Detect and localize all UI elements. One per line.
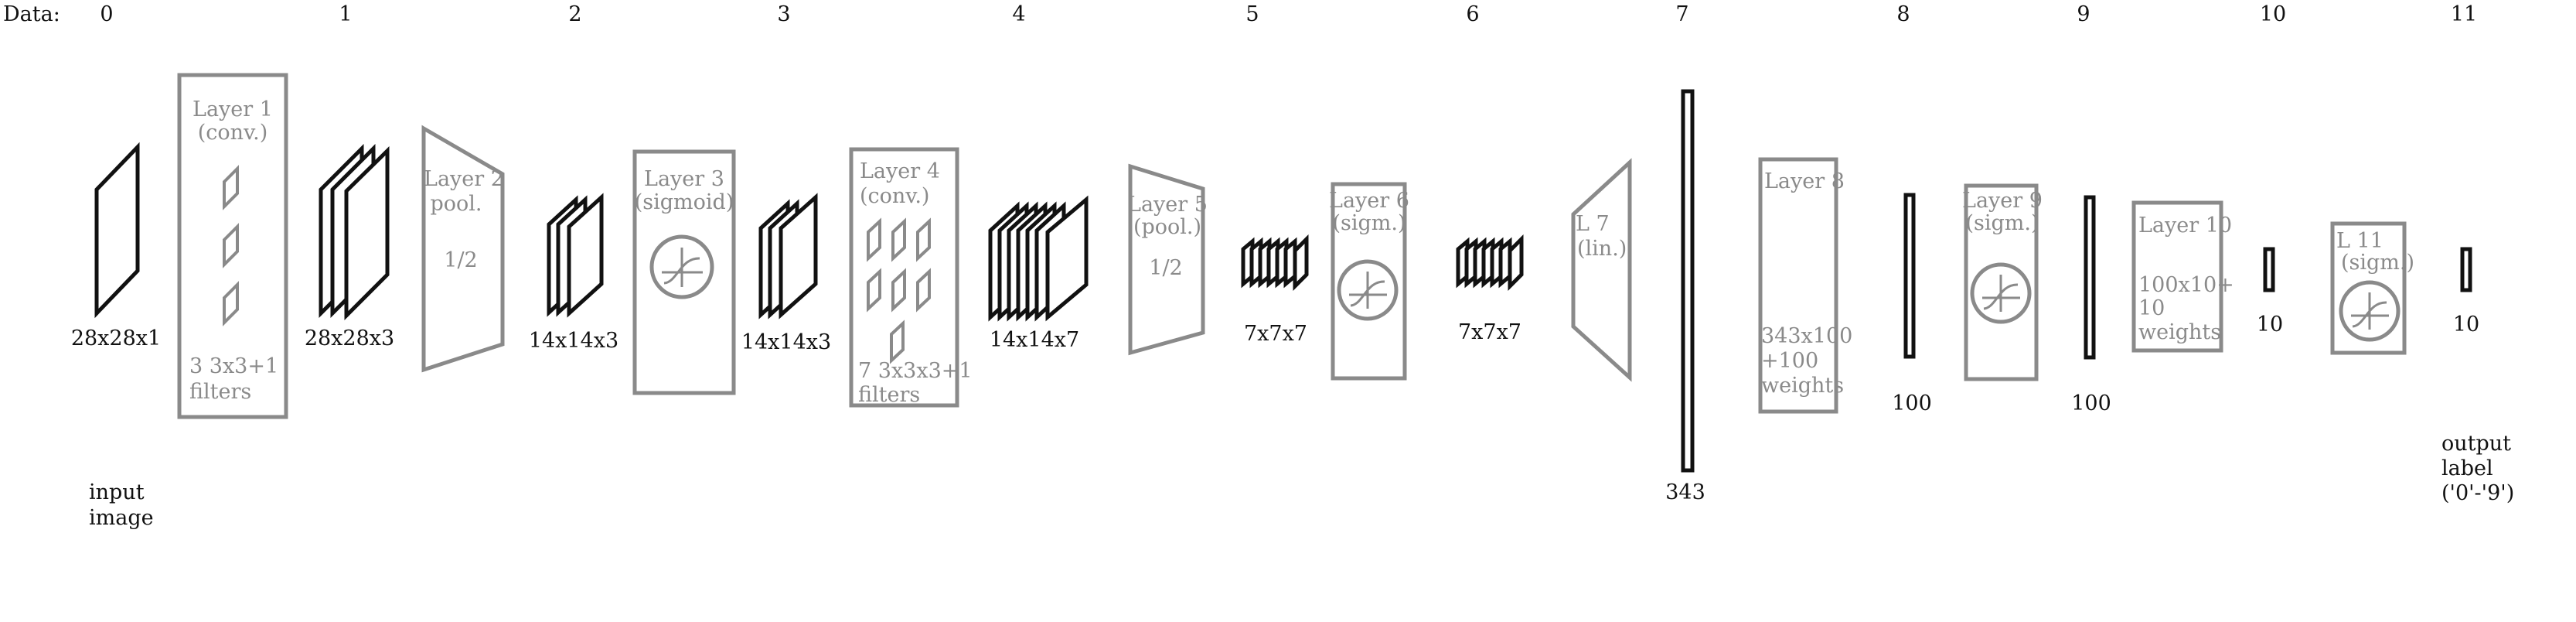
data-11-size: 10 [2453, 313, 2479, 337]
header-index-4: 4 [1012, 2, 1025, 26]
data-10-vector [2263, 247, 2275, 292]
header-index-1: 1 [339, 2, 352, 26]
layer-9-title: Layer 9 [1962, 189, 2043, 213]
layer-10-weights-2: 10 [2138, 296, 2165, 320]
header-index-3: 3 [777, 2, 790, 26]
data-0-input-map [94, 142, 140, 319]
layer-10-title: Layer 10 [2138, 214, 2232, 238]
header-index-7: 7 [1675, 2, 1688, 26]
layer-5-ratio: 1/2 [1149, 256, 1182, 280]
input-note-line1: input [89, 480, 145, 504]
layer-9-type: (sigm.) [1965, 211, 2039, 235]
layer-6-type: (sigm.) [1332, 211, 1406, 235]
data-10-size: 10 [2257, 313, 2283, 337]
data-2-feature-maps [547, 193, 604, 318]
header-index-9: 9 [2077, 2, 2090, 26]
layer-3-title: Layer 3 [644, 167, 724, 191]
layer-4-type: (conv.) [860, 184, 929, 208]
layer-2-title: Layer 2 [424, 167, 504, 191]
layer-11-title: L 11 [2336, 229, 2383, 253]
layer-4-title: Layer 4 [860, 159, 940, 183]
output-note-line2: label [2441, 456, 2493, 480]
data-8-vector [1903, 193, 1916, 359]
layer-1-box [177, 73, 288, 419]
data-0-size: 28x28x1 [71, 326, 161, 350]
data-5-size: 7x7x7 [1244, 322, 1307, 346]
header-index-6: 6 [1466, 2, 1479, 26]
data-2-size: 14x14x3 [529, 329, 618, 353]
layer-4-filters-count: 7 3x3x3+1 [858, 359, 973, 383]
layer-8-weights-1: 343x100 [1761, 324, 1852, 348]
layer-6-title: Layer 6 [1329, 189, 1409, 213]
layer-11-box [2330, 221, 2407, 355]
header-index-10: 10 [2260, 2, 2286, 26]
layer-3-box [632, 149, 736, 395]
layer-11-type: (sigm.) [2341, 251, 2414, 275]
header-index-11: 11 [2451, 2, 2477, 26]
header-index-5: 5 [1245, 2, 1259, 26]
header-index-8: 8 [1896, 2, 1910, 26]
layer-5-box [1128, 163, 1205, 356]
layer-8-box [1758, 157, 1838, 414]
layer-2-box [421, 125, 505, 373]
data-4-size: 14x14x7 [990, 328, 1079, 352]
layer-4-box [849, 147, 959, 408]
layer-1-filters-count: 3 3x3+1 [189, 354, 278, 378]
data-8-size: 100 [1892, 391, 1932, 415]
data-1-feature-maps [319, 143, 390, 321]
output-note-line3: ('0'-'9') [2441, 481, 2514, 505]
data-3-feature-maps [758, 193, 818, 320]
layer-3-sigmoid-icon [649, 234, 714, 299]
data-4-feature-maps [988, 195, 1089, 322]
header-index-2: 2 [568, 2, 581, 26]
layer-9-box [1964, 183, 2039, 381]
layer-8-weights-3: weights [1761, 374, 1844, 398]
data-6-size: 7x7x7 [1458, 320, 1521, 344]
data-9-vector [2084, 195, 2096, 360]
layer-1-title: Layer 1 [193, 97, 273, 121]
layer-4-filters-label: filters [858, 383, 920, 407]
header-index-0: 0 [100, 2, 113, 26]
data-9-size: 100 [2071, 391, 2111, 415]
layer-1-type: (conv.) [198, 121, 267, 145]
layer-6-sigmoid-icon [1337, 259, 1399, 321]
layer-10-weights-3: weights [2138, 320, 2221, 344]
output-note-line1: output [2441, 432, 2511, 456]
data-1-size: 28x28x3 [305, 326, 394, 350]
layer-5-type: (pool.) [1133, 215, 1201, 239]
data-3-size: 14x14x3 [741, 330, 831, 354]
layer-10-weights-1: 100x10+ [2138, 273, 2234, 297]
data-7-vector [1681, 89, 1695, 473]
layer-8-weights-2: +100 [1761, 349, 1818, 373]
layer-2-ratio: 1/2 [444, 248, 477, 272]
data-7-size: 343 [1665, 480, 1705, 504]
data-6-feature-maps [1456, 234, 1524, 292]
data-5-feature-maps [1241, 234, 1309, 292]
layer-6-box [1331, 182, 1407, 381]
layer-1-filters-label: filters [189, 380, 251, 404]
layer-11-sigmoid-icon [2339, 280, 2401, 342]
input-note-line2: image [89, 506, 154, 530]
data-11-vector [2460, 247, 2472, 292]
layer-7-title: L 7 [1576, 212, 1610, 236]
header-data-label: Data: [3, 2, 60, 26]
layer-9-sigmoid-icon [1970, 262, 2032, 324]
layer-3-type: (sigmoid) [635, 190, 734, 214]
layer-10-box [2131, 200, 2223, 353]
layer-5-title: Layer 5 [1127, 193, 1208, 217]
layer-2-type: pool. [430, 192, 482, 216]
layer-7-box [1571, 158, 1632, 382]
layer-8-title: Layer 8 [1764, 169, 1845, 193]
layer-7-type: (lin.) [1577, 237, 1627, 261]
